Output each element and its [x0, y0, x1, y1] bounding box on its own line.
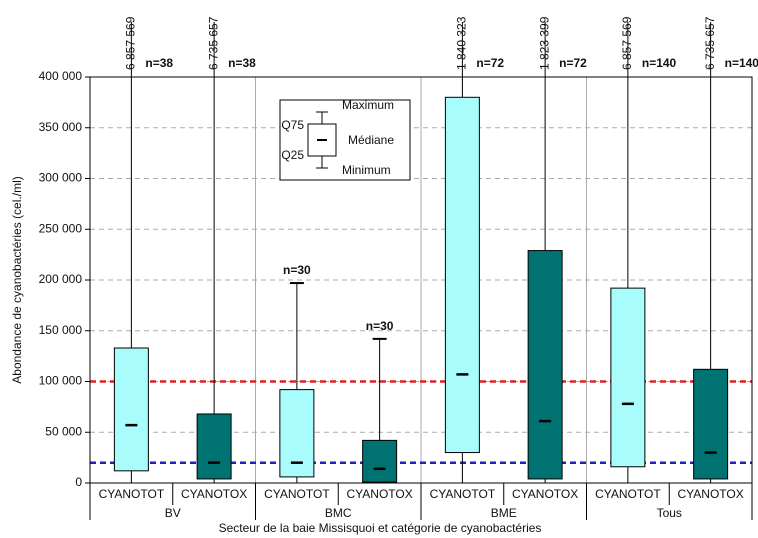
y-tick-label: 100 000 [39, 374, 83, 388]
n-label: n=140 [642, 56, 677, 70]
y-tick-label: 300 000 [39, 171, 83, 185]
box [610, 287, 646, 468]
legend: Maximum Q75 Médiane Q25 Minimum [279, 98, 411, 181]
group-label: Tous [657, 506, 682, 520]
legend-label: Q75 [281, 118, 304, 132]
x-tick-label: CYANOTOX [181, 487, 247, 501]
max-label: 6 735 657 [703, 16, 717, 70]
x-tick-label: CYANOTOT [264, 487, 330, 501]
group-label: BV [165, 506, 181, 520]
y-tick-label: 400 000 [39, 69, 83, 83]
max-label: 6 735 657 [206, 16, 220, 70]
box [527, 250, 563, 480]
box [196, 413, 232, 480]
x-tick-label: CYANOTOT [430, 487, 496, 501]
y-tick-label: 250 000 [39, 221, 83, 235]
y-tick-label: 200 000 [39, 272, 83, 286]
box [693, 368, 729, 480]
x-tick-label: CYANOTOT [99, 487, 165, 501]
group-label: BMC [325, 506, 352, 520]
legend-label: Maximum [342, 98, 394, 112]
n-label: n=72 [476, 56, 504, 70]
y-tick-label: 50 000 [45, 424, 82, 438]
x-axis-title: Secteur de la baie Missisquoi et catégor… [219, 521, 542, 535]
x-tick-label: CYANOTOX [347, 487, 413, 501]
box [113, 347, 149, 472]
max-label: 1 823 399 [537, 16, 551, 70]
max-label: 6 857 569 [124, 16, 138, 70]
box [444, 96, 480, 454]
legend-label: Q25 [281, 148, 304, 162]
legend-label: Minimum [342, 163, 391, 177]
max-label: 1 840 323 [455, 16, 469, 70]
max-label: 6 857 569 [620, 16, 634, 70]
x-tick-label: CYANOTOT [595, 487, 661, 501]
n-label: n=140 [725, 56, 758, 70]
n-label: n=30 [283, 263, 311, 277]
group-label: BME [491, 506, 517, 520]
legend-label: Médiane [348, 133, 394, 147]
n-label: n=72 [559, 56, 587, 70]
x-tick-label: CYANOTOX [512, 487, 578, 501]
y-tick-label: 150 000 [39, 323, 83, 337]
box [362, 439, 398, 483]
y-tick-label: 350 000 [39, 120, 83, 134]
n-label: n=30 [366, 319, 394, 333]
y-tick-label: 0 [75, 475, 82, 489]
n-label: n=38 [228, 56, 256, 70]
n-label: n=38 [145, 56, 173, 70]
x-tick-label: CYANOTOX [678, 487, 744, 501]
legend-frame [279, 99, 411, 181]
y-axis-title: Abondance de cyanobactéries (cel./ml) [10, 176, 24, 383]
